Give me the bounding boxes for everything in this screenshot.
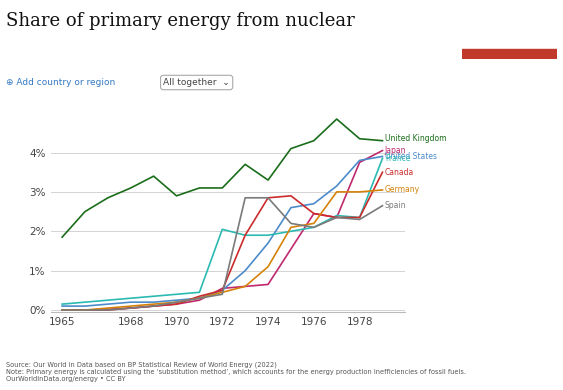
Text: Japan: Japan — [385, 146, 406, 155]
Text: All together  ⌄: All together ⌄ — [163, 78, 230, 87]
Text: Spain: Spain — [385, 201, 406, 210]
Text: Canada: Canada — [385, 168, 414, 177]
Text: in Data: in Data — [494, 35, 525, 44]
Text: Our World: Our World — [488, 21, 531, 30]
Text: Source: Our World in Data based on BP Statistical Review of World Energy (2022)
: Source: Our World in Data based on BP St… — [6, 362, 466, 382]
Text: ⊕ Add country or region: ⊕ Add country or region — [6, 78, 115, 87]
Text: United States: United States — [385, 152, 437, 161]
Text: Germany: Germany — [385, 185, 420, 195]
Text: United Kingdom: United Kingdom — [385, 134, 446, 143]
Text: France: France — [385, 154, 410, 163]
Text: Share of primary energy from nuclear: Share of primary energy from nuclear — [6, 12, 354, 30]
Bar — [462, 50, 557, 58]
